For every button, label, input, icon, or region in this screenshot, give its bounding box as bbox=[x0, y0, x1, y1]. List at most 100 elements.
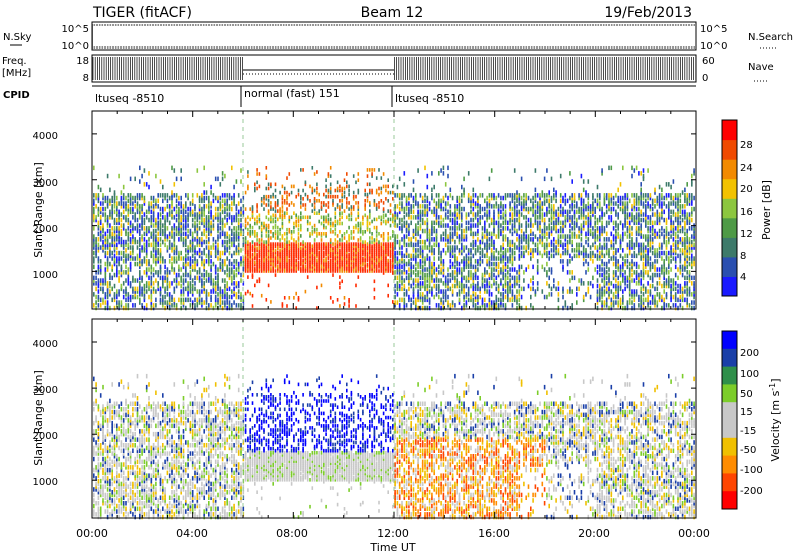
data-cell bbox=[380, 256, 383, 261]
data-cell bbox=[244, 258, 247, 263]
data-cell bbox=[511, 198, 514, 204]
data-cell bbox=[171, 226, 173, 231]
data-cell bbox=[343, 178, 346, 182]
data-cell bbox=[274, 230, 277, 234]
data-cell bbox=[185, 217, 187, 223]
data-cell bbox=[543, 234, 546, 239]
data-cell bbox=[553, 206, 555, 212]
data-cell bbox=[139, 223, 141, 228]
data-cell bbox=[226, 281, 228, 286]
data-cell bbox=[102, 201, 104, 206]
data-cell bbox=[458, 281, 461, 286]
data-cell bbox=[451, 303, 454, 308]
data-cell bbox=[221, 220, 224, 226]
data-cell bbox=[281, 252, 284, 257]
data-cell bbox=[111, 256, 113, 261]
data-cell bbox=[104, 281, 107, 286]
data-cell bbox=[486, 281, 488, 286]
data-cell bbox=[113, 259, 116, 264]
data-cell bbox=[532, 253, 534, 259]
data-cell bbox=[102, 281, 104, 286]
data-cell bbox=[283, 269, 286, 273]
data-cell bbox=[265, 227, 268, 232]
data-cell bbox=[148, 242, 150, 248]
data-cell bbox=[573, 231, 576, 237]
data-cell bbox=[419, 204, 422, 209]
data-cell bbox=[327, 205, 330, 209]
data-cell bbox=[484, 206, 486, 212]
data-cell bbox=[171, 294, 173, 300]
data-cell bbox=[251, 256, 254, 261]
data-cell bbox=[488, 297, 491, 303]
data-cell bbox=[366, 223, 369, 228]
data-cell bbox=[461, 289, 463, 294]
data-cell bbox=[237, 250, 240, 256]
data-cell bbox=[502, 303, 504, 308]
data-cell bbox=[405, 204, 408, 209]
data-cell bbox=[318, 192, 320, 197]
data-cell bbox=[550, 206, 553, 212]
data-cell bbox=[410, 209, 412, 215]
data-cell bbox=[306, 256, 309, 261]
data-cell bbox=[408, 281, 410, 286]
data-cell bbox=[143, 245, 146, 250]
data-cell bbox=[329, 190, 332, 195]
data-cell bbox=[272, 269, 274, 273]
data-cell bbox=[451, 231, 454, 237]
data-cell bbox=[488, 198, 491, 204]
data-cell bbox=[205, 234, 208, 239]
data-cell bbox=[240, 297, 242, 303]
data-cell bbox=[548, 283, 550, 289]
data-cell bbox=[438, 286, 440, 292]
data-cell bbox=[267, 244, 270, 248]
data-cell bbox=[111, 215, 113, 220]
data-cell bbox=[260, 252, 263, 257]
data-cell bbox=[283, 248, 286, 253]
data-cell bbox=[550, 215, 553, 220]
data-cell bbox=[150, 264, 153, 270]
data-cell bbox=[421, 250, 424, 256]
data-cell bbox=[410, 305, 412, 311]
data-cell bbox=[587, 193, 590, 198]
data-cell bbox=[194, 215, 196, 220]
data-cell bbox=[362, 250, 364, 255]
data-cell bbox=[173, 297, 176, 303]
data-cell bbox=[95, 275, 97, 281]
data-cell bbox=[118, 212, 120, 217]
data-cell bbox=[132, 201, 134, 206]
data-cell bbox=[102, 278, 104, 283]
data-cell bbox=[511, 217, 514, 223]
data-cell bbox=[323, 252, 325, 257]
data-cell bbox=[548, 226, 550, 231]
data-cell bbox=[587, 289, 590, 294]
data-cell bbox=[458, 223, 461, 228]
data-cell bbox=[212, 261, 215, 267]
data-cell bbox=[302, 244, 304, 248]
data-cell bbox=[387, 260, 389, 265]
data-cell bbox=[194, 256, 196, 261]
data-cell bbox=[143, 168, 146, 173]
data-cell bbox=[378, 256, 380, 261]
data-cell bbox=[173, 278, 176, 283]
data-cell bbox=[546, 245, 548, 250]
data-cell bbox=[412, 204, 415, 209]
data-cell bbox=[274, 182, 277, 187]
data-cell bbox=[265, 186, 268, 191]
data-cell bbox=[516, 209, 518, 215]
data-cell bbox=[525, 215, 527, 220]
data-cell bbox=[122, 209, 125, 215]
data-cell bbox=[187, 283, 189, 289]
data-cell bbox=[306, 275, 309, 279]
data-cell bbox=[518, 256, 521, 261]
data-cell bbox=[559, 259, 562, 264]
data-cell bbox=[93, 292, 95, 297]
data-cell bbox=[444, 228, 447, 234]
data-cell bbox=[387, 199, 389, 203]
data-cell bbox=[513, 275, 516, 281]
data-cell bbox=[208, 201, 210, 206]
data-cell bbox=[594, 234, 596, 239]
data-cell bbox=[516, 212, 518, 217]
data-cell bbox=[518, 253, 521, 259]
data-cell bbox=[127, 267, 130, 272]
data-cell bbox=[472, 278, 475, 283]
